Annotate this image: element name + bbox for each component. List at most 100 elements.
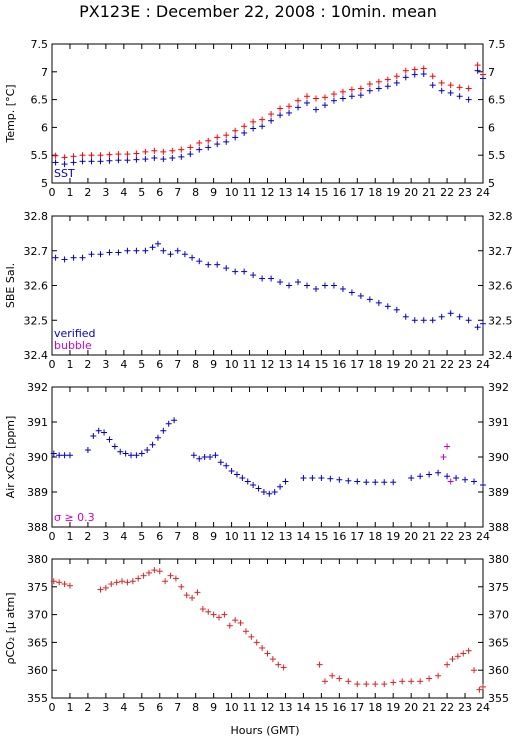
- data-point: [253, 639, 260, 646]
- data-point: [363, 681, 370, 688]
- x-tick-label: 14: [296, 701, 310, 714]
- data-point: [366, 296, 373, 303]
- data-point: [70, 254, 77, 261]
- data-point: [97, 251, 104, 258]
- y-tick-label: 32.4: [24, 349, 49, 362]
- data-point: [241, 129, 248, 136]
- data-point: [259, 116, 266, 123]
- data-point: [429, 82, 436, 89]
- data-point: [304, 282, 311, 289]
- data-point: [61, 154, 68, 161]
- data-point: [286, 103, 293, 110]
- data-point: [268, 117, 275, 124]
- data-point: [205, 261, 212, 268]
- x-tick-label: 4: [120, 358, 127, 371]
- data-point: [232, 617, 239, 624]
- data-point: [375, 78, 382, 85]
- data-point: [61, 256, 68, 263]
- data-point: [411, 71, 418, 78]
- y-tick-label: 6: [41, 121, 48, 134]
- x-tick-label: 7: [174, 358, 181, 371]
- data-point: [454, 653, 461, 660]
- data-point: [196, 139, 203, 146]
- y-tick-label: 5.5: [31, 149, 49, 162]
- data-point: [142, 156, 149, 163]
- x-tick-label: 13: [278, 530, 292, 543]
- data-point: [88, 152, 95, 159]
- y-tick-label: 32.7: [24, 245, 49, 258]
- x-tick-label: 19: [386, 186, 400, 199]
- x-tick-label: 10: [225, 701, 239, 714]
- x-tick-label: 24: [476, 701, 490, 714]
- data-point: [50, 450, 57, 457]
- x-tick-label: 16: [332, 358, 346, 371]
- data-point: [345, 678, 352, 685]
- y-tick-label: 388: [27, 521, 48, 534]
- data-point: [402, 67, 409, 74]
- data-point: [402, 313, 409, 320]
- x-tick-label: 5: [138, 701, 145, 714]
- data-point: [128, 452, 135, 459]
- x-tick-label: 8: [192, 701, 199, 714]
- x-tick-label: 10: [225, 358, 239, 371]
- data-point: [97, 158, 104, 165]
- data-point: [363, 479, 370, 486]
- data-point: [255, 485, 262, 492]
- data-point: [101, 429, 108, 436]
- x-tick-label: 11: [243, 530, 257, 543]
- data-point: [115, 249, 122, 256]
- data-point: [268, 275, 275, 282]
- x-tick-label: 20: [404, 701, 418, 714]
- data-series: [52, 240, 486, 331]
- data-point: [426, 675, 433, 682]
- x-tick-label: 3: [102, 358, 109, 371]
- data-point: [124, 151, 131, 158]
- x-tick-label: 24: [476, 186, 490, 199]
- data-point: [480, 75, 486, 82]
- y-tick-label: 390: [27, 451, 48, 464]
- data-point: [393, 306, 400, 313]
- y-tick-label-right: 380: [488, 553, 509, 566]
- x-tick-label: 22: [440, 358, 454, 371]
- x-tick-label: 1: [66, 186, 73, 199]
- data-point: [106, 157, 113, 164]
- data-point: [444, 473, 451, 480]
- data-point: [268, 111, 275, 118]
- data-point: [357, 292, 364, 299]
- data-point: [300, 475, 307, 481]
- data-point: [438, 313, 445, 320]
- data-point: [339, 285, 346, 292]
- data-point: [151, 154, 158, 161]
- data-point: [260, 489, 267, 495]
- data-point: [56, 452, 63, 459]
- data-point: [232, 134, 239, 141]
- data-point: [119, 578, 126, 585]
- y-tick-label-right: 389: [488, 486, 509, 499]
- data-point: [447, 89, 454, 96]
- data-point: [295, 97, 302, 104]
- y-tick-label-right: 32.4: [488, 349, 513, 362]
- data-point: [286, 109, 293, 116]
- x-tick-label: 2: [84, 186, 91, 199]
- x-tick-label: 10: [225, 530, 239, 543]
- data-point: [417, 473, 424, 480]
- data-series: [52, 62, 486, 161]
- x-tick-label: 11: [243, 186, 257, 199]
- data-point: [277, 483, 284, 490]
- x-tick-label: 9: [210, 530, 217, 543]
- x-tick-label: 20: [404, 358, 418, 371]
- data-point: [241, 268, 248, 275]
- data-point: [201, 454, 208, 460]
- data-point: [144, 447, 151, 453]
- data-point: [172, 575, 179, 582]
- data-point: [196, 258, 203, 265]
- y-tick-label-right: 5: [488, 177, 495, 190]
- data-point: [79, 152, 86, 159]
- x-tick-label: 4: [120, 530, 127, 543]
- data-point: [354, 478, 361, 485]
- data-point: [277, 105, 284, 112]
- x-tick-label: 8: [192, 530, 199, 543]
- data-point: [214, 141, 221, 148]
- data-point: [312, 95, 319, 102]
- x-tick-label: 16: [332, 186, 346, 199]
